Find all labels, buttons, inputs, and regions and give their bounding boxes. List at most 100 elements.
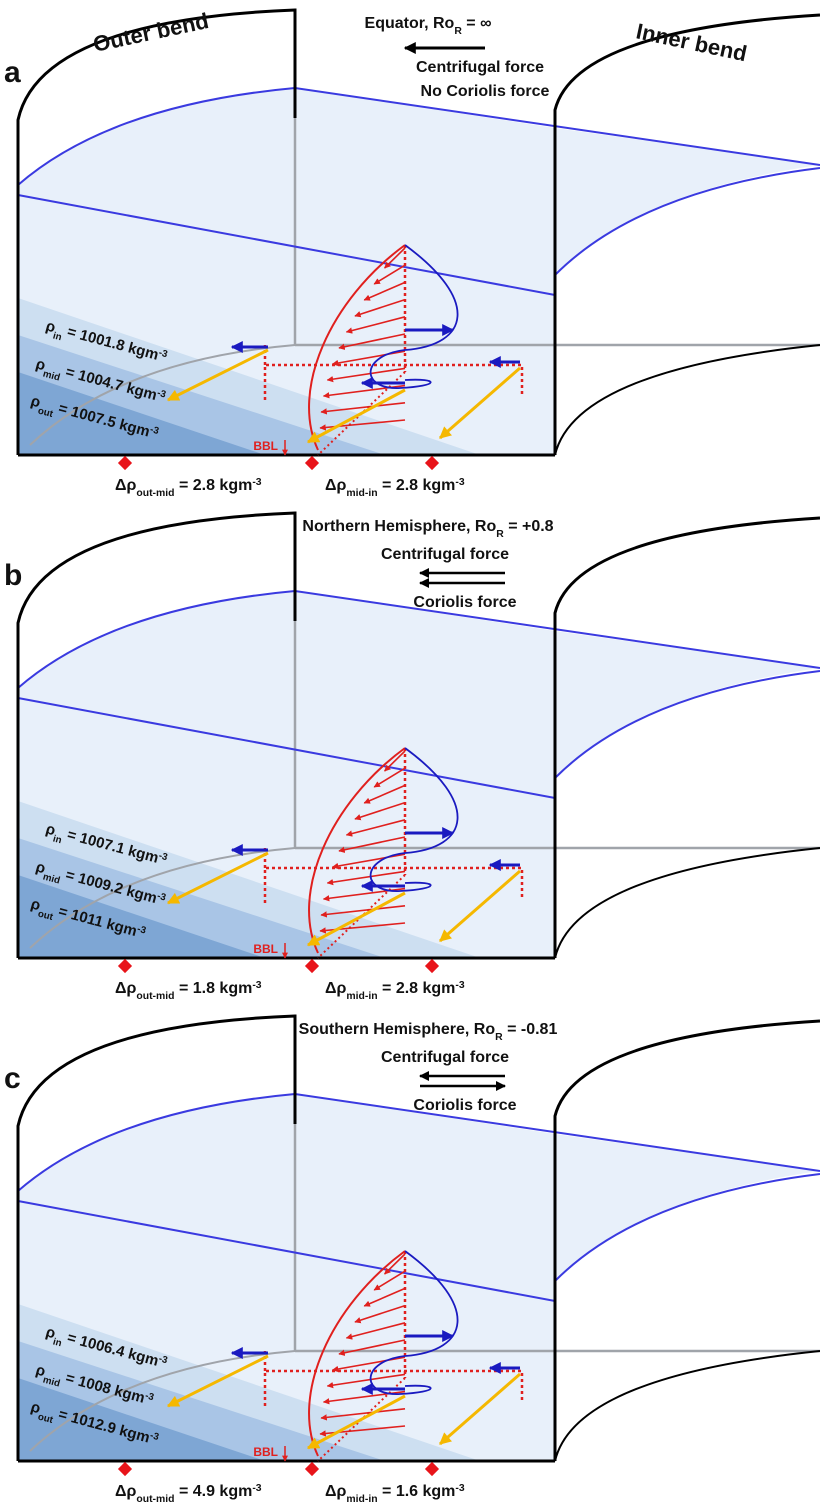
panel-letter: a — [4, 56, 21, 89]
delta-label-part: mid-in — [346, 991, 377, 1002]
station-marker — [304, 455, 320, 471]
velocity-arrow — [320, 1408, 406, 1421]
velocity-arrow — [338, 1339, 406, 1356]
delta-label: Δρmid-in = 2.8 kgm-3 — [325, 980, 465, 1002]
density-label-part: -3 — [149, 424, 161, 437]
velocity-arrow — [373, 264, 406, 285]
delta-label-part: mid-in — [346, 488, 377, 499]
delta-label-part: out-mid — [136, 1494, 174, 1505]
density-label-part: out — [37, 1411, 55, 1426]
delta-label-part: Δρ — [325, 1483, 347, 1500]
condition-title-part: Northern Hemisphere, Ro — [302, 518, 496, 535]
blue-profile — [369, 747, 459, 892]
velocity-arrow — [345, 819, 406, 837]
station-marker — [117, 958, 133, 974]
delta-label-part: = 2.8 kgm — [175, 477, 253, 494]
layer-out — [18, 1378, 265, 1461]
velocity-arrow — [345, 316, 406, 334]
section-box — [263, 848, 524, 903]
density-label-part: out — [37, 908, 55, 923]
inner-base — [554, 847, 820, 959]
layer-out — [18, 875, 265, 958]
back-arc — [29, 344, 296, 446]
delta-label: Δρmid-in = 2.8 kgm-3 — [325, 477, 465, 499]
delta-label-part: -3 — [252, 980, 261, 991]
delta-label-part: -3 — [455, 477, 464, 488]
velocity-arrow — [363, 784, 406, 804]
surface-front — [17, 1200, 556, 1302]
delta-label-part: Δρ — [325, 980, 347, 997]
condition-title-part: = ∞ — [462, 15, 492, 32]
flow-arrow — [166, 348, 269, 402]
force-label: Centrifugal force — [416, 59, 544, 76]
density-label-part: ρ — [34, 355, 47, 374]
condition-title-part: R — [496, 529, 504, 540]
outer-wall — [16, 8, 297, 455]
layer-out — [18, 372, 265, 455]
back-arc — [29, 847, 296, 949]
bend-label: Inner bend — [634, 18, 749, 66]
flow-arrow — [306, 1394, 406, 1450]
density-label-part: -3 — [136, 923, 148, 936]
velocity-arrow — [338, 836, 406, 853]
condition-title: Equator, RoR = ∞ — [365, 15, 492, 37]
bbl-label: BBL — [253, 439, 278, 453]
density-label-part: in — [52, 330, 63, 343]
flow-arrow — [306, 388, 406, 444]
water-inner — [555, 631, 820, 778]
delta-label-part: = 1.6 kgm — [378, 1483, 456, 1500]
delta-label-part: mid-in — [346, 1494, 377, 1505]
delta-label-part: out-mid — [136, 488, 174, 499]
bbl-label: BBL — [253, 942, 278, 956]
station-marker — [304, 958, 320, 974]
flow-arrow — [439, 366, 521, 440]
flow-arrow — [166, 851, 269, 905]
velocity-arrow — [326, 870, 406, 886]
density-label-part: mid — [42, 871, 62, 886]
density-layers — [18, 1304, 480, 1461]
surface — [17, 1092, 820, 1192]
outer-wall — [16, 511, 297, 958]
station-marker — [424, 455, 440, 471]
density-label-part: -3 — [158, 1353, 170, 1366]
delta-label-part: Δρ — [325, 477, 347, 494]
velocity-arrow — [326, 1373, 406, 1389]
density-label-part: mid — [42, 368, 62, 383]
delta-label-part: -3 — [252, 1483, 261, 1494]
red-profile — [308, 1250, 406, 1457]
density-label-part: mid — [42, 1374, 62, 1389]
force-label: Centrifugal force — [381, 1049, 509, 1066]
station-marker — [424, 958, 440, 974]
delta-label: Δρout-mid = 2.8 kgm-3 — [115, 477, 262, 499]
station-marker — [117, 1461, 133, 1477]
density-label-part: ρ — [44, 820, 57, 839]
density-label-part: out — [37, 405, 55, 420]
condition-title-part: Southern Hemisphere, Ro — [299, 1021, 496, 1038]
delta-label-part: Δρ — [115, 980, 137, 997]
delta-label-part: out-mid — [136, 991, 174, 1002]
density-label-part: ρ — [29, 1398, 42, 1417]
condition-title-part: = +0.8 — [504, 518, 554, 535]
flow-arrow — [439, 869, 521, 943]
condition-title: Southern Hemisphere, RoR = -0.81 — [299, 1021, 558, 1043]
blue-profile — [369, 1250, 459, 1395]
surface-front — [17, 194, 556, 296]
panel-letter: c — [4, 1062, 21, 1095]
inner-wall — [553, 13, 820, 455]
velocity-arrow — [354, 298, 406, 318]
surface-front — [17, 697, 556, 799]
velocity-arrow — [363, 281, 406, 301]
condition-title-part: R — [454, 26, 462, 37]
velocity-arrow — [363, 1287, 406, 1307]
delta-label: Δρout-mid = 4.9 kgm-3 — [115, 1483, 262, 1505]
force-label: Coriolis force — [413, 594, 516, 611]
delta-label-part: -3 — [252, 477, 261, 488]
density-label-part: ρ — [44, 1323, 57, 1342]
delta-label: Δρmid-in = 1.6 kgm-3 — [325, 1483, 465, 1505]
density-label-part: ρ — [34, 858, 47, 877]
force-label: Centrifugal force — [381, 546, 509, 563]
red-profile — [308, 747, 406, 954]
delta-label: Δρout-mid = 1.8 kgm-3 — [115, 980, 262, 1002]
density-label-part: -3 — [156, 890, 168, 903]
